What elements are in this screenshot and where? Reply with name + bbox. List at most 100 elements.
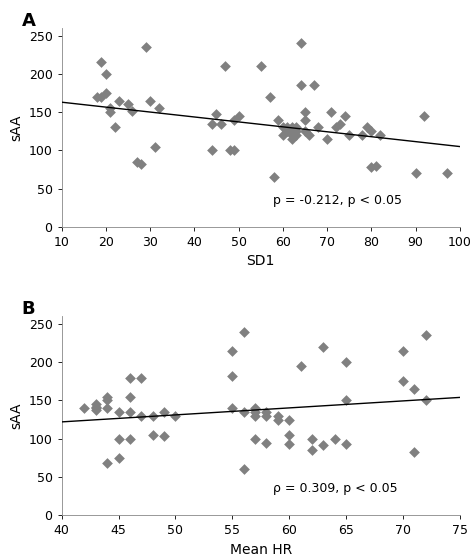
Point: [226, 146, 234, 155]
Point: [103, 404, 111, 413]
Point: [274, 415, 282, 424]
Point: [217, 119, 225, 128]
Point: [319, 440, 327, 449]
Point: [251, 404, 259, 413]
Point: [292, 123, 300, 132]
Point: [126, 434, 134, 443]
Point: [337, 119, 344, 128]
Point: [228, 346, 236, 355]
Point: [228, 404, 236, 413]
Point: [331, 434, 338, 443]
Point: [412, 169, 419, 178]
Point: [142, 43, 149, 52]
Point: [292, 130, 300, 139]
Point: [270, 172, 278, 181]
Point: [308, 446, 316, 455]
Point: [301, 127, 309, 136]
Point: [107, 104, 114, 113]
Point: [251, 434, 259, 443]
Point: [172, 411, 179, 420]
Point: [342, 440, 350, 449]
X-axis label: SD1: SD1: [246, 254, 275, 268]
Point: [376, 130, 384, 139]
Point: [115, 434, 122, 443]
Point: [235, 111, 242, 120]
Point: [399, 346, 407, 355]
Point: [93, 92, 101, 101]
Point: [306, 130, 313, 139]
Point: [208, 119, 216, 128]
Point: [319, 343, 327, 352]
Point: [115, 454, 122, 463]
Point: [363, 123, 371, 132]
Point: [342, 358, 350, 367]
Point: [266, 92, 273, 101]
Point: [346, 130, 353, 139]
Point: [301, 115, 309, 124]
Point: [367, 163, 375, 172]
Point: [137, 411, 145, 420]
Point: [332, 123, 340, 132]
Y-axis label: sAA: sAA: [9, 114, 23, 141]
Point: [443, 169, 450, 178]
Text: p = -0.212, p < 0.05: p = -0.212, p < 0.05: [273, 194, 401, 207]
Point: [137, 160, 145, 169]
Point: [257, 62, 264, 71]
Point: [102, 88, 109, 97]
Point: [126, 408, 134, 417]
Point: [208, 146, 216, 155]
Point: [103, 392, 111, 401]
Point: [151, 142, 158, 151]
Point: [146, 96, 154, 105]
Point: [213, 109, 220, 118]
Point: [228, 371, 236, 380]
Point: [92, 406, 100, 415]
Point: [81, 404, 88, 413]
Point: [155, 104, 163, 113]
Point: [240, 465, 247, 474]
Point: [288, 130, 295, 139]
Point: [126, 392, 134, 401]
Point: [410, 385, 418, 394]
Point: [240, 408, 247, 417]
Point: [372, 161, 380, 170]
Point: [279, 130, 287, 139]
Point: [359, 130, 366, 139]
Point: [301, 108, 309, 116]
Point: [149, 411, 156, 420]
Point: [399, 377, 407, 386]
Point: [420, 111, 428, 120]
Point: [288, 134, 295, 143]
Point: [251, 411, 259, 420]
Point: [124, 100, 132, 109]
Point: [285, 440, 293, 449]
Text: ρ = 0.309, p < 0.05: ρ = 0.309, p < 0.05: [273, 482, 397, 495]
Point: [285, 431, 293, 440]
Point: [98, 92, 105, 101]
X-axis label: Mean HR: Mean HR: [229, 543, 292, 557]
Point: [92, 402, 100, 411]
Point: [115, 408, 122, 417]
Point: [323, 134, 331, 143]
Point: [310, 81, 318, 90]
Point: [102, 69, 109, 78]
Point: [279, 123, 287, 132]
Point: [297, 81, 304, 90]
Point: [98, 58, 105, 67]
Point: [285, 415, 293, 424]
Point: [367, 127, 375, 136]
Point: [149, 431, 156, 440]
Point: [137, 373, 145, 382]
Point: [111, 123, 118, 132]
Point: [128, 106, 136, 115]
Point: [115, 96, 123, 105]
Point: [288, 123, 295, 132]
Point: [263, 408, 270, 417]
Y-axis label: sAA: sAA: [9, 403, 23, 429]
Text: A: A: [22, 12, 36, 30]
Point: [240, 327, 247, 336]
Point: [92, 404, 100, 413]
Point: [342, 396, 350, 405]
Point: [314, 123, 322, 132]
Point: [328, 108, 335, 116]
